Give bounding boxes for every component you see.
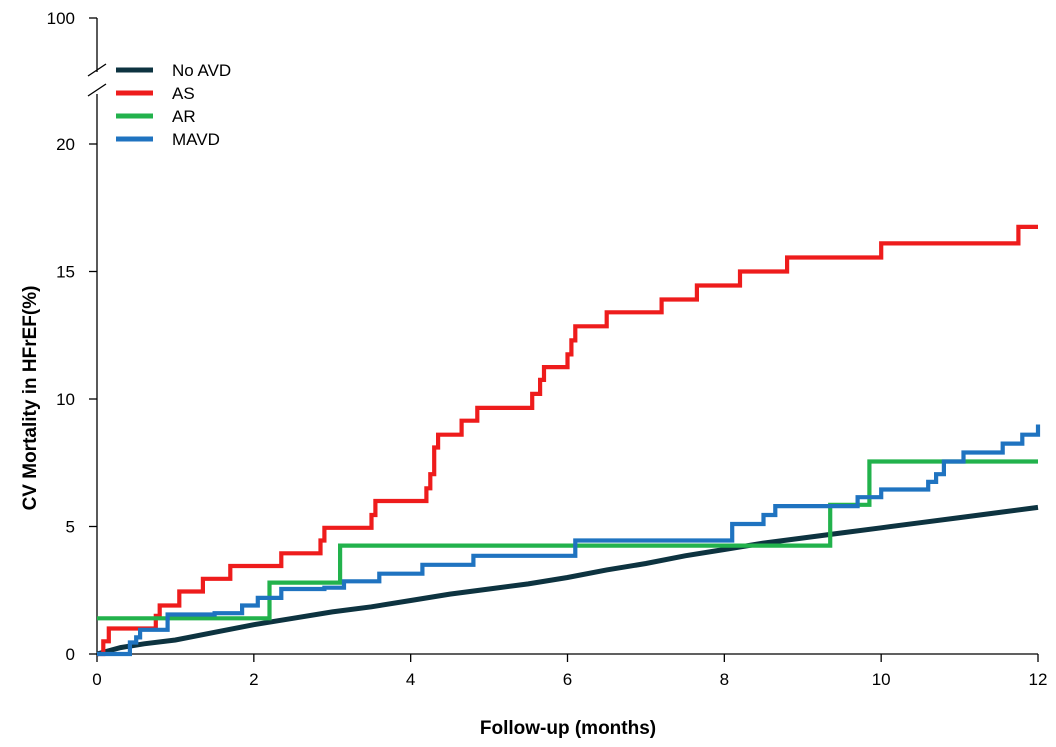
x-tick-label: 2 <box>249 670 258 689</box>
series-line-no-avd <box>96 504 1039 657</box>
series-line-as <box>97 224 1038 657</box>
x-tick-label: 10 <box>872 670 891 689</box>
x-tick-label: 0 <box>92 670 101 689</box>
x-tick-label: 8 <box>720 670 729 689</box>
legend-label: AR <box>172 107 196 126</box>
y-tick-label: 100 <box>47 9 75 28</box>
y-axis-title: CV Mortality in HFrEF(%) <box>20 286 41 511</box>
legend: No AVD AS AR MAVD <box>116 61 231 149</box>
series-layer <box>96 224 1041 657</box>
legend-label: MAVD <box>172 130 220 149</box>
axis-break-mark <box>87 63 107 77</box>
x-tick-label: 12 <box>1029 670 1048 689</box>
y-tick-label: 15 <box>56 263 75 282</box>
y-tick-label: 5 <box>66 518 75 537</box>
x-tick-label: 6 <box>563 670 572 689</box>
legend-label: No AVD <box>172 61 231 80</box>
x-tick-label: 4 <box>406 670 415 689</box>
series-line-mavd <box>97 424 1041 657</box>
legend-label: AS <box>172 84 195 103</box>
y-tick-label: 10 <box>56 390 75 409</box>
x-axis-title: Follow-up (months) <box>480 718 656 739</box>
series-line-ar <box>97 459 1038 621</box>
axis-break-mark <box>87 83 107 97</box>
y-tick-label: 20 <box>56 135 75 154</box>
axes: 0 5 10 15 20 100 0 2 4 6 8 10 12 <box>47 9 1048 689</box>
y-tick-label: 0 <box>66 645 75 664</box>
